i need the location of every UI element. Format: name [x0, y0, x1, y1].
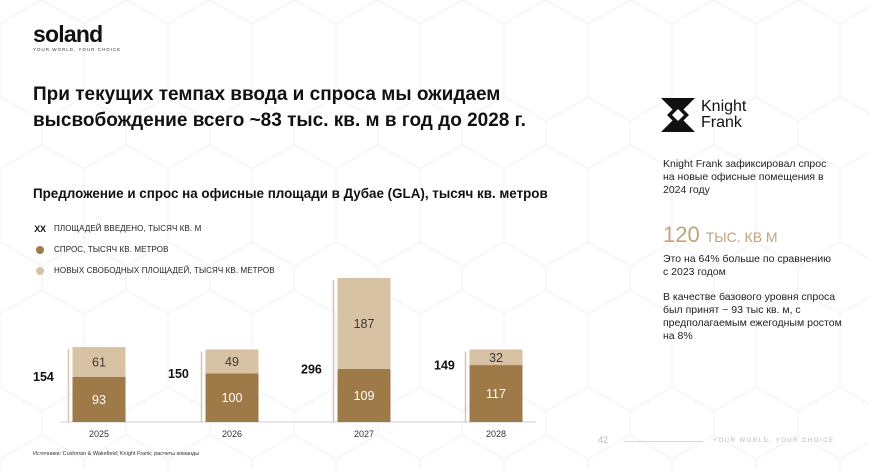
bar-demand — [72, 376, 126, 422]
total-label: 150 — [168, 367, 189, 381]
legend-totals-label: ПЛОЩАДЕЙ ВВЕДЕНО, ТЫСЯЧ КВ. М — [54, 224, 202, 233]
page-number: 42 — [598, 435, 609, 445]
bar-demand — [469, 365, 523, 422]
legend-demand-label: СПРОС, ТЫСЯЧ КВ. МЕТРОВ — [54, 245, 169, 254]
data-label-demand: 117 — [486, 387, 506, 401]
data-label-vacant: 49 — [225, 355, 239, 369]
sidebar-big-number: 120 — [663, 222, 700, 247]
bar-vacant — [205, 349, 259, 374]
sidebar-text-intro: Knight Frank зафиксировал спрос на новые… — [663, 158, 827, 196]
chart-legend: XX ПЛОЩАДЕЙ ВВЕДЕНО, ТЫСЯЧ КВ. М СПРОС, … — [33, 218, 275, 281]
kf-logo-line1: Knight — [701, 98, 747, 115]
sidebar-text-growth: Это на 64% больше по сравнению с 2023 го… — [663, 253, 832, 278]
knight-frank-logo: Knight Frank — [661, 98, 746, 132]
x-tick-label: 2027 — [354, 429, 374, 439]
data-label-vacant: 32 — [489, 351, 503, 365]
x-tick-label: 2026 — [222, 429, 242, 439]
bar-vacant — [72, 347, 126, 377]
sidebar-highlight: 120 ТЫС. КВ М — [663, 222, 778, 248]
chart-title: Предложение и спрос на офисные площади в… — [33, 186, 548, 201]
data-label-vacant: 187 — [354, 317, 375, 331]
stacked-bar-chart: 93 61 154 2025 100 49 150 2026 109 187 296 2027 117 3… — [33, 277, 536, 439]
bar-vacant — [469, 349, 523, 366]
bar-vacant — [337, 277, 391, 369]
legend-totals-marker: XX — [34, 223, 46, 234]
knight-frank-mark-icon — [661, 98, 695, 132]
sidebar-text-baseline: В качестве базового уровня спроса был пр… — [663, 291, 842, 342]
legend-demand-swatch — [36, 245, 44, 254]
page-title: При текущих темпах ввода и спроса мы ожи… — [33, 84, 526, 131]
sidebar-big-unit: ТЫС. КВ М — [705, 229, 778, 245]
brand-tagline: YOUR WORLD, YOUR CHOICE — [33, 47, 122, 52]
legend-item-totals: XX ПЛОЩАДЕЙ ВВЕДЕНО, ТЫСЯЧ КВ. М — [33, 218, 275, 239]
x-tick-label: 2025 — [89, 429, 109, 439]
kf-logo-line2: Frank — [701, 114, 742, 131]
brand-name: soland — [33, 21, 103, 47]
source-note: Источники: Cushman & Wakefield; Knight F… — [33, 451, 200, 457]
x-tick-label: 2028 — [486, 429, 506, 439]
data-label-demand: 109 — [354, 389, 375, 403]
footer-divider — [625, 441, 703, 442]
total-label: 154 — [33, 370, 54, 384]
bar-demand — [337, 368, 391, 422]
legend-vacant-label: НОВЫХ СВОБОДНЫХ ПЛОЩАДЕЙ, ТЫСЯЧ КВ. МЕТР… — [54, 266, 275, 275]
soland-logo: soland YOUR WORLD, YOUR CHOICE — [33, 22, 121, 52]
bar-demand — [205, 373, 259, 422]
data-label-demand: 93 — [92, 393, 106, 407]
legend-vacant-swatch — [36, 266, 44, 275]
data-label-demand: 100 — [222, 391, 243, 405]
total-label: 149 — [434, 359, 455, 373]
data-label-vacant: 61 — [92, 355, 106, 369]
footer-tagline: YOUR WORLD, YOUR CHOICE — [713, 438, 835, 444]
total-label: 296 — [301, 362, 322, 376]
legend-item-demand: СПРОС, ТЫСЯЧ КВ. МЕТРОВ — [33, 239, 275, 260]
legend-item-vacant: НОВЫХ СВОБОДНЫХ ПЛОЩАДЕЙ, ТЫСЯЧ КВ. МЕТР… — [33, 260, 275, 281]
